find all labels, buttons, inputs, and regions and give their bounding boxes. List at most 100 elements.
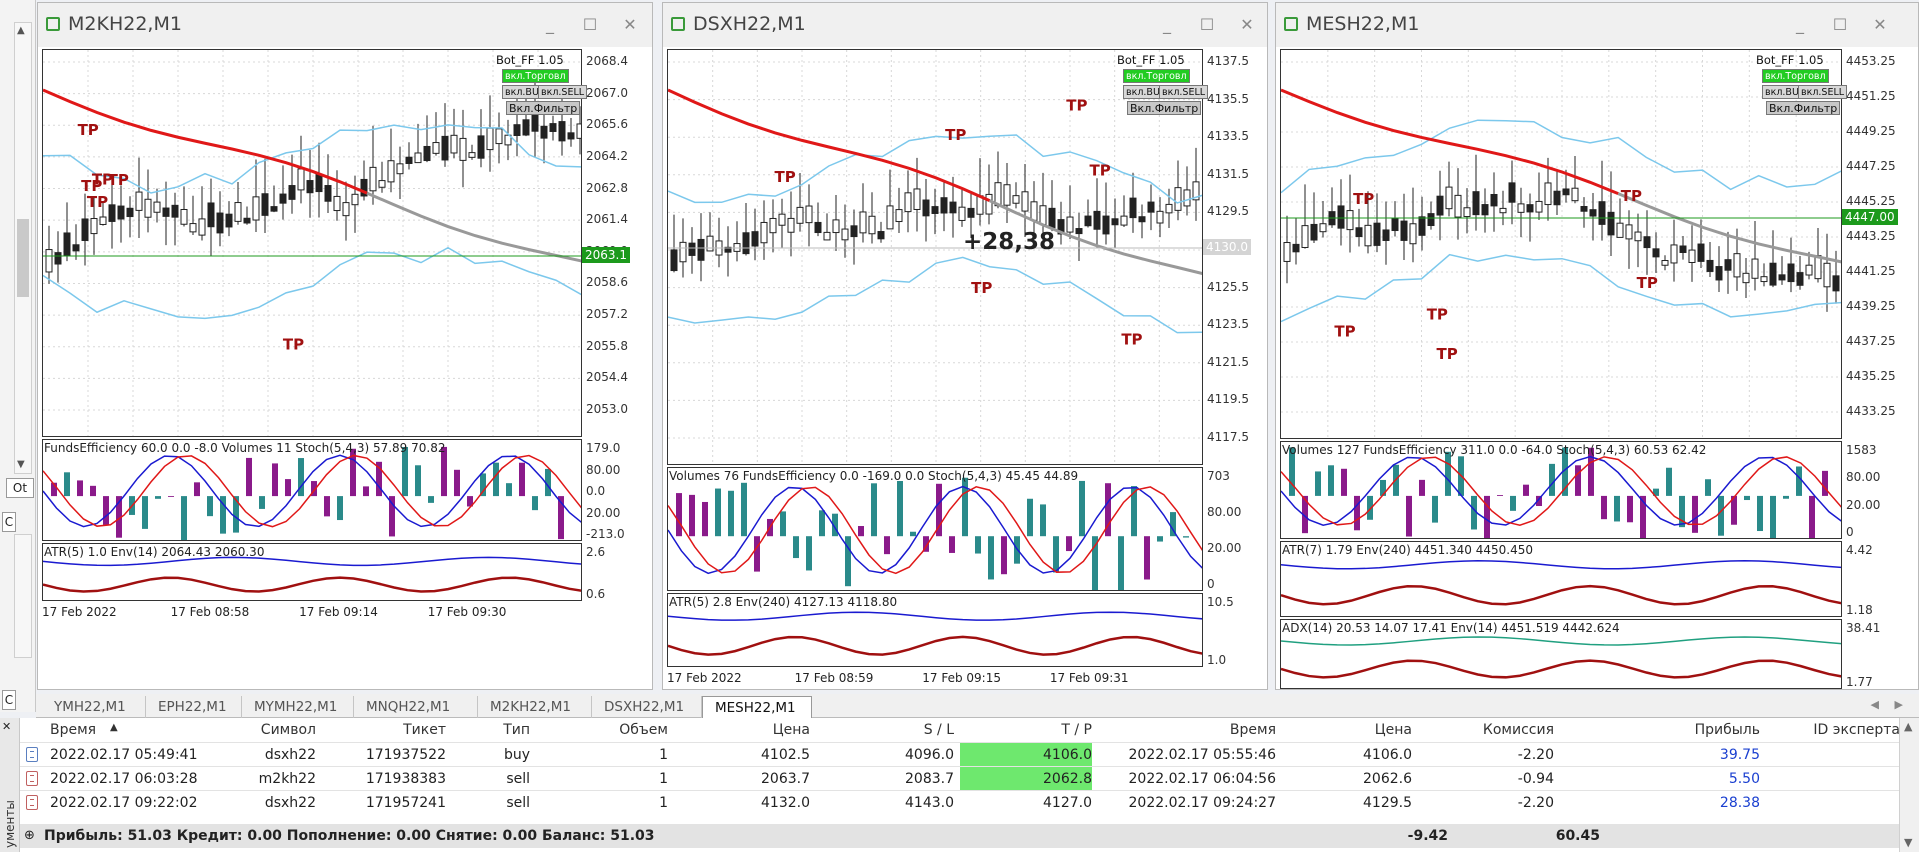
expand-icon[interactable]: ⊕ bbox=[24, 828, 35, 843]
sell-toggle-button[interactable]: вкл.SELL bbox=[538, 85, 588, 99]
filter-toggle-button[interactable]: Вкл.Фильтр bbox=[1127, 101, 1202, 115]
filter-toggle-button[interactable]: Вкл.Фильтр bbox=[1766, 101, 1841, 115]
column-header[interactable]: Цена bbox=[1374, 722, 1412, 738]
candle-body bbox=[1346, 210, 1354, 231]
panel-tab-c2[interactable]: C bbox=[2, 690, 16, 710]
column-header[interactable]: Тикет bbox=[403, 722, 446, 738]
histogram-bar bbox=[858, 526, 864, 537]
maximize-icon[interactable]: ☐ bbox=[1832, 15, 1848, 34]
column-header[interactable]: S / L bbox=[923, 722, 954, 738]
candle-body bbox=[796, 206, 804, 224]
window-titlebar[interactable]: M2KH22,M1 _ ☐ ✕ bbox=[38, 3, 652, 47]
trade-toggle-button[interactable]: вкл.Торговл bbox=[1762, 69, 1829, 83]
column-header[interactable]: Цена bbox=[772, 722, 810, 738]
indicator-pane-2[interactable] bbox=[1280, 541, 1844, 617]
chart-tab[interactable]: YMH22,M1 bbox=[42, 696, 146, 718]
candle-body bbox=[787, 217, 795, 233]
trade-toggle-button[interactable]: вкл.Торговл bbox=[502, 69, 569, 83]
column-header[interactable]: Прибыль bbox=[1694, 722, 1760, 738]
chevron-up-icon[interactable]: ▲ bbox=[17, 25, 25, 36]
sell-toggle-button[interactable]: вкл.SELL bbox=[1159, 85, 1209, 99]
histogram-bar bbox=[1053, 536, 1059, 573]
chevron-right-icon[interactable]: ▶ bbox=[1894, 698, 1903, 711]
filter-toggle-button[interactable]: Вкл.Фильтр bbox=[506, 101, 581, 115]
close-icon[interactable]: ✕ bbox=[623, 15, 637, 34]
main-chart-pane[interactable]: TP TP TP TP TP TP bbox=[667, 49, 1205, 466]
chart-tab[interactable]: M2KH22,M1 bbox=[478, 696, 592, 718]
chevron-left-icon[interactable]: ◀ bbox=[1870, 698, 1879, 711]
indicator-svg bbox=[1280, 447, 1844, 543]
scroll-thumb[interactable] bbox=[17, 219, 29, 297]
chart-tab[interactable]: MYMH22,M1 bbox=[242, 696, 354, 718]
table-row[interactable]: 2022.02.17 06:03:28 m2kh22 171938383 sell 1 2… bbox=[20, 766, 1899, 791]
column-header[interactable]: Время bbox=[1229, 722, 1276, 738]
chart-window-mesh22[interactable]: MESH22,M1 _ ☐ ✕ TP TP TP TP TP TP 4453.25 4451.… bbox=[1275, 2, 1919, 707]
indicator-pane-1[interactable] bbox=[42, 439, 584, 545]
y-axis-label: 2058.6 bbox=[586, 275, 628, 290]
indicator-pane-2[interactable] bbox=[667, 593, 1205, 667]
chevron-down-icon[interactable]: ▼ bbox=[17, 459, 25, 470]
candle-body bbox=[90, 218, 98, 235]
histogram-bar bbox=[1079, 480, 1085, 537]
navigator-tab[interactable]: Ot bbox=[6, 478, 34, 498]
candle-body bbox=[1355, 227, 1363, 238]
main-chart-pane[interactable]: TP TP TP TP TP TP bbox=[42, 49, 584, 438]
chevron-down-icon[interactable]: ▼ bbox=[1904, 836, 1913, 849]
chart-tab[interactable]: DSXH22,M1 bbox=[592, 696, 702, 718]
table-cell: 171957241 bbox=[365, 795, 446, 811]
table-cell: 2062.8 bbox=[1043, 771, 1092, 787]
column-header[interactable]: Символ bbox=[260, 722, 316, 738]
chart-tab[interactable]: EPH22,M1 bbox=[146, 696, 242, 718]
candle-body bbox=[1418, 216, 1426, 236]
table-row[interactable]: 2022.02.17 05:49:41 dsxh22 171937522 buy 1 41… bbox=[20, 742, 1899, 767]
histogram-bar bbox=[1302, 495, 1308, 534]
close-icon[interactable]: ✕ bbox=[1240, 15, 1254, 34]
close-icon[interactable]: ✕ bbox=[2, 720, 12, 733]
column-header[interactable]: Комиссия bbox=[1482, 722, 1554, 738]
chart-tab[interactable]: MNQH22,M1 bbox=[354, 696, 478, 718]
indicator-y-label: 0.6 bbox=[586, 587, 606, 601]
maximize-icon[interactable]: ☐ bbox=[582, 15, 598, 34]
indicator-svg bbox=[42, 556, 584, 593]
chart-tab[interactable]: MESH22,M1 bbox=[702, 696, 812, 718]
main-chart-pane[interactable]: TP TP TP TP TP TP bbox=[1280, 49, 1844, 440]
histogram-bar bbox=[1328, 465, 1334, 496]
indicator-line-b bbox=[1280, 584, 1844, 606]
minimize-icon[interactable]: _ bbox=[1163, 15, 1171, 34]
order-icon bbox=[26, 747, 38, 762]
column-header[interactable]: T / P bbox=[1061, 722, 1092, 738]
close-icon[interactable]: ✕ bbox=[1873, 15, 1887, 34]
candle-body bbox=[1156, 210, 1164, 224]
minimize-icon[interactable]: _ bbox=[1796, 15, 1804, 34]
indicator-pane-3[interactable] bbox=[1280, 619, 1844, 689]
column-header[interactable]: Тип bbox=[503, 722, 530, 738]
indicator-pane-2[interactable] bbox=[42, 543, 584, 601]
panel-scrollbar[interactable] bbox=[14, 534, 32, 658]
histogram-bar bbox=[415, 465, 421, 497]
trade-toggle-button[interactable]: вкл.Торговл bbox=[1123, 69, 1190, 83]
window-titlebar[interactable]: DSXH22,M1 _ ☐ ✕ bbox=[663, 3, 1267, 47]
navigator-scrollbar[interactable]: ▲ ▼ bbox=[14, 22, 32, 474]
y-axis-label: 2062.8 bbox=[586, 180, 628, 195]
buy-toggle-button[interactable]: вкл.BUY bbox=[1762, 85, 1808, 99]
panel-tab-c1[interactable]: C bbox=[2, 512, 16, 532]
sell-toggle-button[interactable]: вкл.SELL bbox=[1798, 85, 1848, 99]
column-header[interactable]: Время bbox=[50, 722, 97, 738]
indicator-pane-1[interactable] bbox=[667, 467, 1205, 599]
column-header[interactable]: Объем bbox=[619, 722, 668, 738]
maximize-icon[interactable]: ☐ bbox=[1199, 15, 1215, 34]
chart-window-m2kh22[interactable]: M2KH22,M1 _ ☐ ✕ TP TP TP TP TP TP 2068.4 2067.0… bbox=[37, 2, 653, 690]
table-row[interactable]: 2022.02.17 09:22:02 dsxh22 171957241 sell 1 4… bbox=[20, 790, 1899, 814]
chevron-up-icon[interactable]: ▲ bbox=[1904, 720, 1913, 733]
column-header[interactable]: ID эксперта bbox=[1813, 722, 1900, 738]
buy-toggle-button[interactable]: вкл.BUY bbox=[1123, 85, 1169, 99]
table-scrollbar[interactable]: ▲ ▼ bbox=[1899, 718, 1919, 852]
histogram-bar bbox=[1170, 512, 1176, 537]
chart-window-dsxh22[interactable]: DSXH22,M1 _ ☐ ✕ TP TP TP TP TP TP 4137.5 4135.5… bbox=[662, 2, 1268, 690]
window-titlebar[interactable]: MESH22,M1 _ ☐ ✕ bbox=[1276, 3, 1918, 47]
indicator-pane-1[interactable] bbox=[1280, 441, 1844, 543]
minimize-icon[interactable]: _ bbox=[546, 15, 554, 34]
